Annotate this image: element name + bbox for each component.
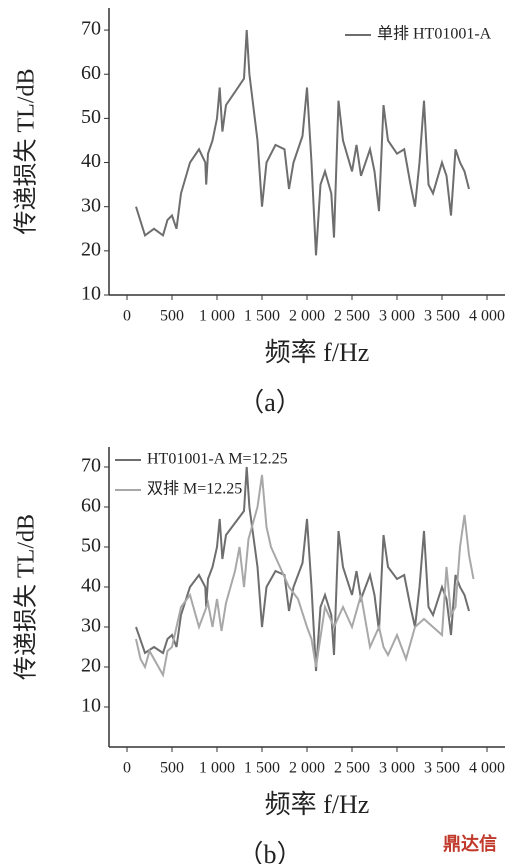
- x-axis-label: 频率 f/Hz: [265, 790, 370, 819]
- y-tick-label: 10: [81, 283, 101, 305]
- y-tick-label: 40: [81, 150, 101, 172]
- y-tick-label: 20: [81, 238, 101, 260]
- y-tick-label: 50: [81, 106, 101, 128]
- y-tick-label: 70: [81, 18, 101, 40]
- x-tick-label: 2 500: [334, 760, 370, 777]
- x-tick-label: 2 000: [289, 308, 325, 325]
- y-tick-label: 60: [81, 62, 101, 84]
- legend-label: 双排 M=12.25: [147, 480, 242, 498]
- x-tick-label: 3 000: [379, 308, 415, 325]
- y-axis-label: 传递损失 TL/dB: [13, 69, 40, 235]
- x-tick-label: 2 500: [334, 308, 370, 325]
- caption: （b）: [237, 840, 302, 864]
- legend-label: HT01001-A M=12.25: [147, 451, 288, 468]
- x-tick-label: 3 500: [424, 760, 460, 777]
- x-tick-label: 1 000: [199, 760, 235, 777]
- line: [135, 474, 475, 678]
- y-tick-label: 50: [81, 535, 101, 557]
- x-tick-label: 2 000: [289, 760, 325, 777]
- y-tick-label: 60: [81, 495, 101, 517]
- y-tick-label: 20: [81, 655, 101, 677]
- legend-label: 单排 HT01001-A: [377, 25, 492, 43]
- x-tick-label: 4 000: [469, 760, 505, 777]
- y-tick-label: 30: [81, 194, 101, 216]
- line: [135, 466, 470, 672]
- line: [135, 30, 470, 256]
- x-tick-label: 4 000: [469, 308, 505, 325]
- x-axis-label: 频率 f/Hz: [265, 338, 370, 367]
- x-tick-label: 0: [123, 308, 131, 325]
- x-tick-label: 500: [160, 760, 184, 777]
- y-tick-label: 10: [81, 695, 101, 717]
- x-tick-label: 1 000: [199, 308, 235, 325]
- x-tick-label: 0: [123, 760, 131, 777]
- x-tick-label: 1 500: [244, 308, 280, 325]
- x-tick-label: 500: [160, 308, 184, 325]
- x-tick-label: 3 000: [379, 760, 415, 777]
- caption: （a）: [238, 388, 302, 417]
- y-tick-label: 40: [81, 575, 101, 597]
- y-axis-label: 传递损失 TL/dB: [13, 514, 40, 680]
- x-tick-label: 3 500: [424, 308, 460, 325]
- watermark: 鼎达信: [443, 833, 497, 855]
- y-tick-label: 70: [81, 455, 101, 477]
- y-tick-label: 30: [81, 615, 101, 637]
- x-tick-label: 1 500: [244, 760, 280, 777]
